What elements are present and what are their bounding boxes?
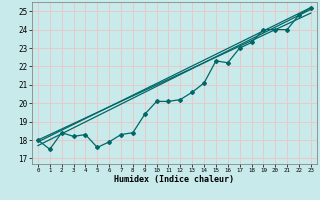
X-axis label: Humidex (Indice chaleur): Humidex (Indice chaleur) (115, 175, 234, 184)
